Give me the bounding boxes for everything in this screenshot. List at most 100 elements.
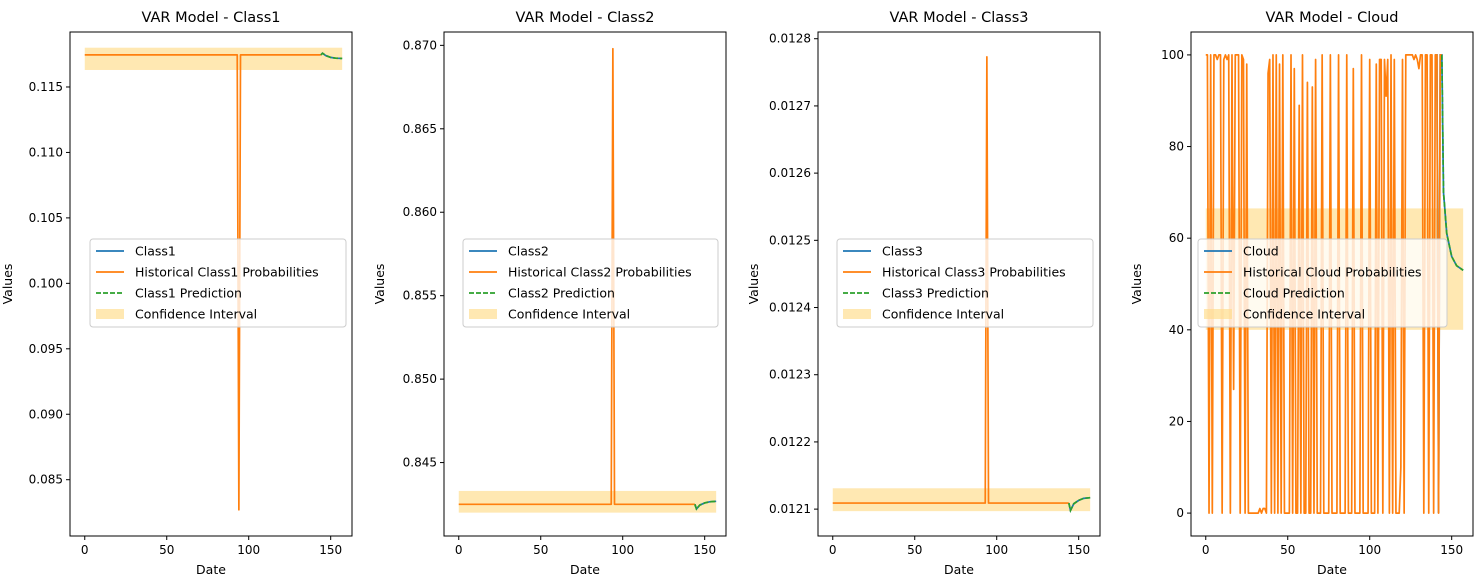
axes-frame	[1190, 31, 1474, 537]
y-axis-label: Values	[1129, 264, 1144, 305]
y-tick-label: 0	[1176, 506, 1184, 520]
x-tick-label: 100	[985, 543, 1008, 557]
legend-label: Cloud Prediction	[1243, 286, 1345, 301]
chart-title: VAR Model - Class3	[890, 10, 1029, 26]
x-tick-label: 0	[455, 543, 463, 557]
y-tick-label: 0.865	[403, 122, 437, 136]
x-tick-label: 100	[1358, 543, 1381, 557]
legend: Class3 Historical Class3 Probabilities Cla…	[836, 238, 1094, 328]
subplot-3: 0 50 100 150 0.0121 0.0122 0.0123 0.0124 0.0125 0…	[746, 10, 1101, 577]
chart-title: VAR Model - Class2	[516, 10, 655, 26]
x-tick-label: 50	[159, 543, 174, 557]
x-tick-label: 150	[693, 543, 716, 557]
x-axis-label: Date	[1317, 562, 1347, 577]
y-tick-label: 0.085	[29, 473, 63, 487]
y-tick-label: 0.0123	[769, 368, 811, 382]
confidence-interval-band	[458, 490, 717, 513]
confidence-interval-band	[84, 47, 343, 70]
x-tick-label: 50	[533, 543, 548, 557]
x-tick-label: 150	[319, 543, 342, 557]
legend-box	[836, 238, 1094, 328]
legend-swatch	[1204, 309, 1232, 319]
legend-box	[462, 238, 719, 328]
prediction-line	[694, 500, 717, 511]
y-axis-label: Values	[0, 264, 15, 305]
y-tick-label: 100	[1161, 48, 1184, 62]
y-tick-label: 0.0121	[769, 502, 811, 516]
y-tick-label: 20	[1169, 414, 1184, 428]
subplot-4: 0 50 100 150 0 20 40 60 80 100 VAR Model - Cloud Da…	[1129, 10, 1474, 577]
y-tick-label: 0.870	[403, 38, 437, 52]
y-tick-label: 0.0126	[769, 166, 811, 180]
subplot-2: 0 50 100 150 0.845 0.850 0.855 0.860 0.865 0.870 V…	[372, 10, 727, 577]
legend-label: Historical Class2 Probabilities	[508, 265, 692, 280]
axes-frame	[817, 31, 1101, 537]
y-tick-label: 60	[1169, 231, 1184, 245]
legend-label: Confidence Interval	[508, 307, 630, 322]
y-tick-label: 0.095	[29, 342, 63, 356]
y-tick-label: 0.855	[403, 289, 437, 303]
y-tick-label: 0.0124	[769, 301, 811, 315]
y-tick-label: 0.850	[403, 372, 437, 386]
x-tick-label: 50	[1280, 543, 1295, 557]
legend: Cloud Historical Cloud Probabilities Cloud…	[1197, 238, 1448, 328]
confidence-interval-band	[832, 488, 1091, 512]
x-tick-label: 50	[907, 543, 922, 557]
x-tick-label: 0	[829, 543, 837, 557]
legend: Class2 Historical Class2 Probabilities Cla…	[462, 238, 719, 328]
legend-swatch	[843, 309, 871, 319]
y-axis-label: Values	[372, 264, 387, 305]
legend-swatch	[469, 309, 497, 319]
plot-content	[84, 47, 343, 511]
legend-label: Historical Class3 Probabilities	[882, 265, 1066, 280]
chart-title: VAR Model - Cloud	[1266, 10, 1399, 26]
legend-label: Cloud	[1243, 244, 1279, 259]
legend-label: Confidence Interval	[135, 307, 257, 322]
legend-label: Historical Class1 Probabilities	[135, 265, 319, 280]
legend-label: Class3	[882, 244, 923, 259]
legend-label: Class2 Prediction	[508, 286, 615, 301]
legend-label: Confidence Interval	[882, 307, 1004, 322]
axes-frame	[69, 31, 353, 537]
plot-content	[458, 47, 717, 513]
plot-content	[832, 56, 1091, 514]
legend: Class1 Historical Class1 Probabilities Cla…	[89, 238, 347, 328]
historical-line	[458, 47, 695, 506]
y-tick-label: 80	[1169, 140, 1184, 154]
historical-line	[1205, 54, 1442, 514]
y-tick-label: 0.0127	[769, 99, 811, 113]
legend-label: Class1 Prediction	[135, 286, 242, 301]
legend-label: Confidence Interval	[1243, 307, 1365, 322]
x-tick-label: 100	[611, 543, 634, 557]
x-axis-label: Date	[196, 562, 226, 577]
y-tick-label: 0.110	[29, 145, 63, 159]
x-tick-label: 150	[1067, 543, 1090, 557]
x-tick-label: 150	[1440, 543, 1463, 557]
legend-swatch	[96, 309, 124, 319]
y-tick-label: 0.115	[29, 80, 63, 94]
prediction-line	[1068, 496, 1091, 514]
y-tick-label: 0.845	[403, 456, 437, 470]
legend-label: Class2	[508, 244, 549, 259]
y-tick-label: 0.105	[29, 211, 63, 225]
y-tick-label: 0.860	[403, 205, 437, 219]
y-tick-label: 0.0125	[769, 233, 811, 247]
axes-frame	[443, 31, 727, 537]
y-tick-label: 40	[1169, 323, 1184, 337]
y-axis-label: Values	[746, 264, 761, 305]
legend-label: Historical Cloud Probabilities	[1243, 265, 1422, 280]
legend-label: Class3 Prediction	[882, 286, 989, 301]
chart-title: VAR Model - Class1	[142, 10, 281, 26]
historical-line	[84, 54, 321, 511]
y-tick-label: 0.0128	[769, 32, 811, 46]
legend-label: Class1	[135, 244, 176, 259]
x-tick-label: 0	[1202, 543, 1210, 557]
historical-line	[832, 56, 1069, 504]
legend-box	[1197, 238, 1448, 328]
y-tick-label: 0.0122	[769, 435, 811, 449]
prediction-line	[1441, 54, 1464, 271]
subplot-1: 0 50 100 150 0.085 0.090 0.095 0.100 0.105 0.110 0…	[0, 10, 353, 577]
x-tick-label: 0	[81, 543, 89, 557]
y-tick-label: 0.100	[29, 276, 63, 290]
